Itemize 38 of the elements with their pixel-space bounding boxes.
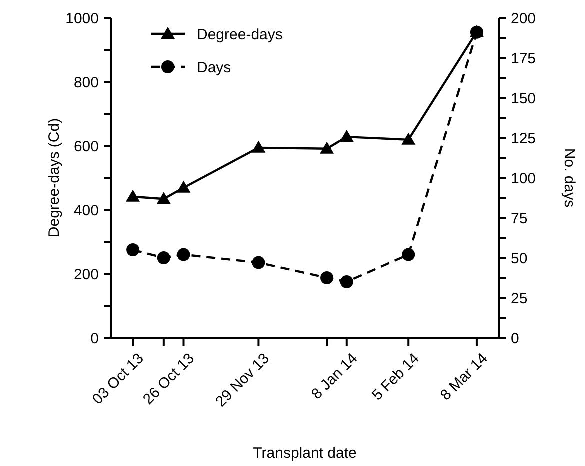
y2-tick-label: 125 xyxy=(511,130,536,148)
y2-tick-label: 100 xyxy=(511,170,536,188)
legend-label: Days xyxy=(197,59,232,76)
point xyxy=(402,248,416,262)
y2-tick-label: 75 xyxy=(511,210,528,228)
y2-tick-label: 50 xyxy=(511,250,528,268)
y2-tick-label: 200 xyxy=(511,10,536,28)
y-tick-label: 200 xyxy=(74,266,99,284)
y-axis-title: Degree-days (Cd) xyxy=(46,118,63,238)
point xyxy=(126,244,140,256)
y2-tick-label: 150 xyxy=(511,90,536,108)
legend-label: Degree-days xyxy=(197,26,283,44)
y-tick-label: 800 xyxy=(74,74,99,92)
x-tick-label: 5 Feb 14 xyxy=(368,350,423,404)
point xyxy=(177,248,190,262)
x-tick-label: 8 Jan 14 xyxy=(308,350,362,403)
point xyxy=(320,272,334,284)
y2-axis-title: No. days xyxy=(561,148,578,208)
y-tick-label: 1000 xyxy=(66,10,99,28)
y2-tick-label: 25 xyxy=(511,290,528,308)
point xyxy=(252,140,266,153)
x-tick-label: 8 Mar 14 xyxy=(437,350,492,404)
point xyxy=(320,142,334,154)
y2-tick-label: 0 xyxy=(511,330,520,348)
point xyxy=(156,192,171,204)
point xyxy=(126,190,140,202)
y2-tick-label: 175 xyxy=(511,50,536,68)
point xyxy=(252,256,266,270)
y-tick-label: 600 xyxy=(74,138,99,156)
point xyxy=(157,252,170,264)
y-tick-label: 400 xyxy=(74,202,99,220)
x-axis-title: Transplant date xyxy=(253,445,357,462)
x-tick-label: 29 Nov 13 xyxy=(212,350,273,411)
point xyxy=(176,180,191,193)
point xyxy=(402,132,416,145)
y-tick-label: 0 xyxy=(90,330,99,348)
point xyxy=(340,276,354,288)
point xyxy=(340,130,354,142)
